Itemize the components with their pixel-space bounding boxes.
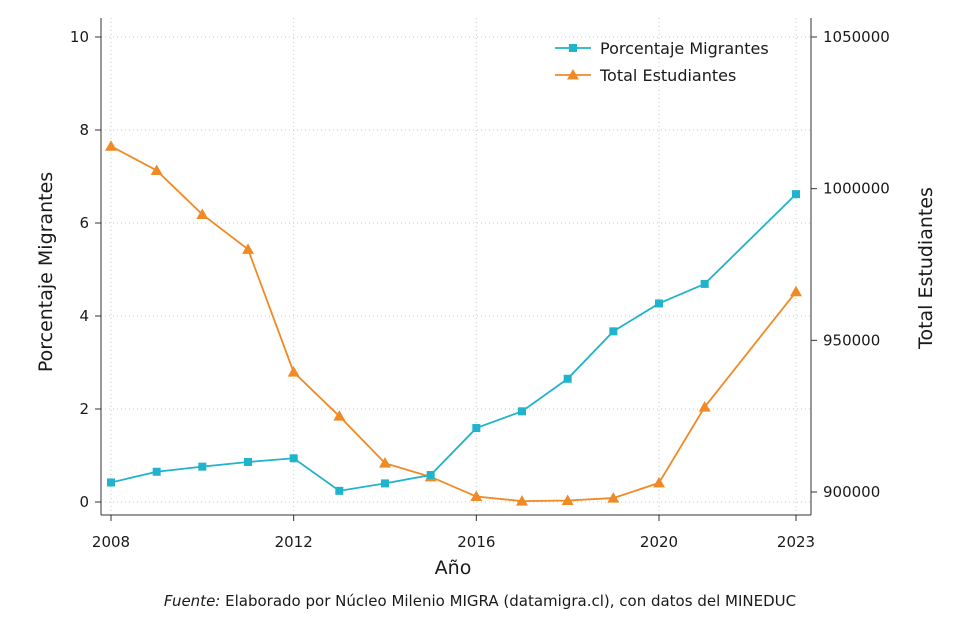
data-point [653, 476, 665, 488]
x-tick-label: 2023 [777, 533, 815, 551]
y-tick-label-right: 1000000 [823, 180, 890, 198]
y-axis-title-right: Total Estudiantes [915, 187, 937, 350]
data-point [107, 478, 115, 487]
data-point [607, 492, 620, 503]
y-tick-label-left: 4 [79, 307, 89, 325]
data-point [561, 494, 574, 505]
x-tick-label: 2020 [640, 533, 678, 551]
source-text: Elaborado por Núcleo Milenio MIGRA (data… [220, 592, 797, 610]
data-point [381, 479, 389, 488]
x-tick-label: 2008 [92, 533, 130, 551]
series-layer [105, 140, 802, 506]
y-axis-title-left: Porcentaje Migrantes [35, 172, 57, 372]
y-tick-label-left: 10 [70, 28, 89, 46]
data-point [790, 285, 802, 297]
data-point [198, 462, 207, 471]
data-point [105, 140, 117, 151]
data-point [609, 327, 618, 336]
y-tick-label-left: 0 [79, 493, 89, 511]
legend-entry: Total Estudiantes [555, 66, 736, 85]
x-tick-label: 2012 [275, 533, 313, 551]
legend-label: Porcentaje Migrantes [600, 39, 769, 58]
source-prefix: Fuente: [163, 592, 221, 610]
data-point [516, 495, 528, 506]
x-axis-title: Año [435, 557, 472, 579]
data-point [152, 467, 161, 476]
data-point [700, 279, 709, 288]
data-point [470, 490, 483, 502]
data-point [518, 407, 526, 416]
series-line [110, 193, 797, 492]
data-point [196, 208, 209, 219]
y-tick-label-left: 6 [79, 214, 89, 232]
legend: Porcentaje Migrantes Total Estudiantes [555, 39, 769, 85]
data-point [698, 401, 711, 412]
data-point [150, 164, 163, 175]
y-tick-label-right: 1050000 [823, 28, 890, 46]
data-point [289, 454, 298, 463]
legend-label: Total Estudiantes [599, 66, 736, 85]
y-tick-label-left: 8 [79, 121, 89, 139]
data-point [655, 299, 663, 308]
source-note: Fuente: Elaborado por Núcleo Milenio MIG… [0, 592, 960, 610]
grid-layer [101, 18, 811, 515]
y-tick-label-right: 900000 [823, 483, 880, 501]
data-point [379, 457, 391, 468]
legend-swatch-marker [569, 44, 577, 52]
data-point [563, 374, 572, 383]
data-point [426, 471, 435, 480]
series-porcentaje-migrantes [107, 190, 800, 495]
data-point [287, 366, 300, 377]
legend-entry: Porcentaje Migrantes [555, 39, 769, 58]
data-point [472, 424, 481, 433]
data-point [792, 190, 800, 199]
data-point [244, 458, 252, 467]
series-line [110, 145, 797, 503]
data-point [333, 410, 346, 421]
data-point [242, 243, 254, 254]
axes-layer: 0 2 4 6 8 10 900000 950000 1000000 1050000 2008 201… [70, 18, 890, 551]
y-tick-label-left: 2 [79, 400, 89, 418]
legend-swatch-marker [567, 69, 579, 80]
data-point [335, 486, 344, 495]
y-tick-label-right: 950000 [823, 331, 880, 349]
x-tick-label: 2016 [457, 533, 495, 551]
